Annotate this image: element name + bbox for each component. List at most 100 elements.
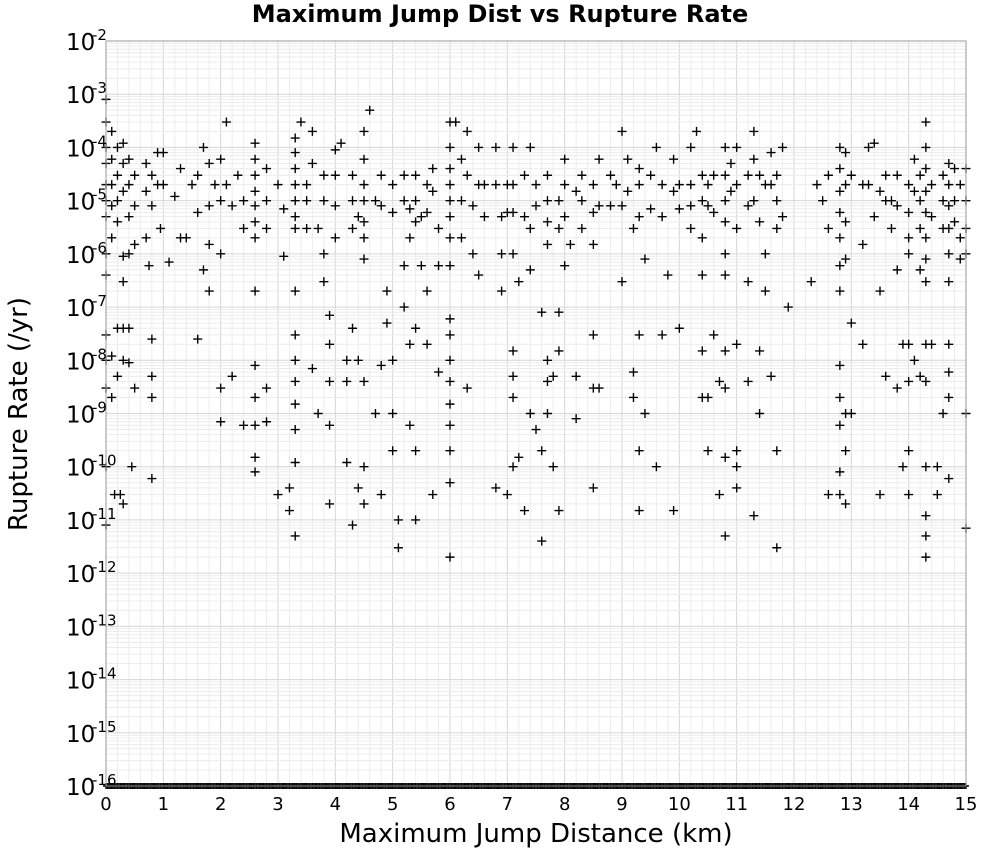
data-point	[594, 383, 604, 393]
data-point	[262, 223, 272, 233]
data-point	[904, 490, 914, 500]
data-point	[290, 376, 300, 386]
data-point	[216, 154, 226, 164]
data-point	[921, 552, 931, 562]
data-point	[823, 223, 833, 233]
data-point	[445, 180, 455, 190]
data-point	[697, 270, 707, 280]
data-point	[714, 490, 724, 500]
data-point	[588, 180, 598, 190]
data-point	[456, 154, 466, 164]
data-point	[118, 355, 128, 365]
data-point	[835, 164, 845, 174]
data-point	[726, 186, 736, 196]
data-point	[749, 126, 759, 136]
data-point	[915, 170, 925, 180]
data-point	[835, 392, 845, 402]
data-point	[674, 180, 684, 190]
data-point	[571, 186, 581, 196]
x-tick-label: 8	[559, 794, 570, 815]
data-point	[646, 170, 656, 180]
data-point	[703, 180, 713, 190]
data-point	[628, 367, 638, 377]
data-point	[250, 420, 260, 430]
data-point	[279, 251, 289, 261]
data-point	[422, 207, 432, 217]
data-point	[835, 186, 845, 196]
x-tick-label: 12	[783, 794, 806, 815]
data-point	[445, 142, 455, 152]
data-point	[107, 201, 117, 211]
data-point	[422, 180, 432, 190]
data-point	[927, 212, 937, 222]
data-point	[927, 180, 937, 190]
data-point	[118, 138, 128, 148]
data-point	[382, 318, 392, 328]
data-point	[462, 383, 472, 393]
data-point	[434, 223, 444, 233]
data-point	[147, 334, 157, 344]
data-point	[525, 409, 535, 418]
data-point	[497, 212, 507, 222]
y-tick-exponent: -15	[92, 718, 117, 736]
data-point	[514, 277, 524, 287]
data-point	[388, 207, 398, 217]
data-point	[560, 212, 570, 222]
data-point	[411, 196, 421, 206]
data-point	[124, 323, 134, 333]
data-point	[892, 201, 902, 211]
data-point	[262, 383, 272, 393]
data-point	[359, 196, 369, 206]
y-tick-exponent: -12	[92, 558, 117, 576]
data-point	[158, 180, 168, 190]
data-point	[542, 217, 552, 227]
data-point	[405, 420, 415, 430]
data-point	[542, 409, 552, 418]
y-tick-exponent: -6	[92, 239, 107, 257]
data-point	[875, 490, 885, 500]
data-point	[130, 170, 140, 180]
data-point	[606, 170, 616, 180]
y-tick-exponent: -13	[92, 611, 117, 629]
data-point	[846, 409, 856, 418]
data-point	[422, 339, 432, 349]
data-point	[749, 196, 759, 206]
y-tick-base: 10	[66, 722, 95, 748]
data-point	[588, 483, 598, 493]
data-point	[155, 223, 165, 233]
data-point	[617, 277, 627, 287]
data-point	[892, 265, 902, 275]
data-point	[628, 392, 638, 402]
y-tick-label: 10-12	[66, 558, 117, 588]
data-point	[755, 217, 765, 227]
data-point	[686, 180, 696, 190]
data-point	[216, 249, 226, 259]
data-point	[144, 261, 154, 271]
data-point	[537, 307, 547, 317]
data-point	[634, 446, 644, 456]
data-point	[221, 117, 231, 127]
data-point	[508, 207, 518, 217]
data-point	[359, 233, 369, 243]
data-point	[405, 233, 415, 243]
data-point	[904, 249, 914, 259]
x-tick-label: 13	[840, 794, 863, 815]
data-point	[451, 117, 461, 127]
data-point	[703, 392, 713, 402]
data-point	[193, 170, 203, 180]
y-tick-label: 10-5	[66, 186, 107, 216]
y-tick-exponent: -11	[92, 505, 117, 523]
y-tick-base: 10	[66, 136, 95, 162]
data-point	[468, 249, 478, 259]
data-point	[250, 201, 260, 211]
data-point	[187, 180, 197, 190]
data-point	[147, 474, 157, 484]
data-point	[921, 117, 931, 127]
data-point	[411, 323, 421, 333]
y-tick-exponent: -9	[92, 399, 107, 417]
data-point	[115, 490, 125, 500]
data-point	[112, 371, 122, 381]
data-point	[353, 483, 363, 493]
data-point	[290, 223, 300, 233]
data-point	[875, 186, 885, 196]
